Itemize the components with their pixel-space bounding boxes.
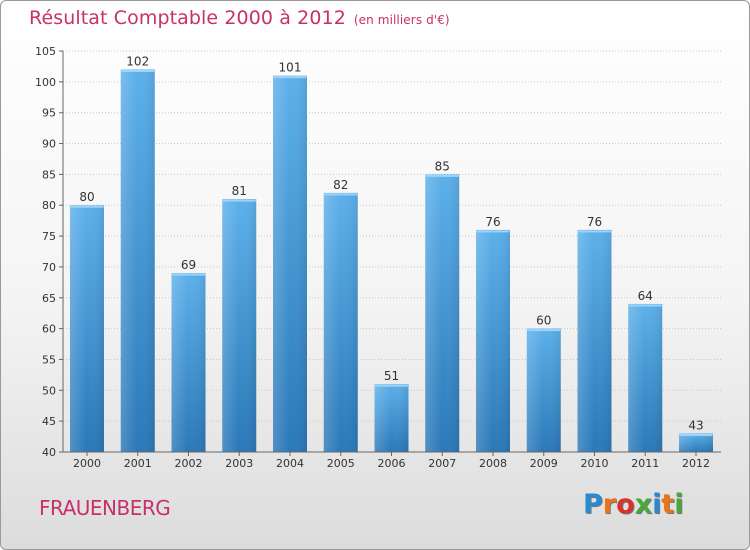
- title-text: Résultat Comptable 2000 à 2012: [29, 7, 346, 29]
- bar-sheen: [273, 75, 307, 452]
- bar-cap: [273, 76, 307, 79]
- value-label: 43: [688, 418, 703, 432]
- x-tick-label: 2009: [530, 457, 558, 470]
- bar-sheen: [374, 384, 409, 452]
- commune-name: FRAUENBERG: [39, 496, 171, 520]
- bar-cap: [578, 230, 611, 233]
- bar-cap: [375, 384, 408, 387]
- x-tick-label: 2007: [428, 457, 456, 470]
- x-tick-label: 2011: [631, 457, 659, 470]
- x-tick-label: 2002: [175, 457, 203, 470]
- value-label: 76: [587, 215, 602, 229]
- value-label: 60: [536, 314, 551, 328]
- y-tick-label: 100: [35, 76, 56, 89]
- x-tick-label: 2010: [581, 457, 609, 470]
- logo-letter: o: [616, 489, 635, 520]
- y-tick-label: 95: [42, 107, 56, 120]
- x-tick-label: 2005: [327, 457, 355, 470]
- chart-title: Résultat Comptable 2000 à 2012 (en millie…: [29, 7, 450, 29]
- y-tick-label: 40: [42, 446, 56, 459]
- bar-sheen: [628, 303, 663, 452]
- y-axis: 40 45 50 55 60 65 70 75 80 85 90 95 100 105: [35, 45, 64, 459]
- value-label: 81: [232, 184, 247, 198]
- x-tick-label: 2001: [124, 457, 152, 470]
- y-tick-label: 50: [42, 384, 56, 397]
- bar-cap: [527, 329, 561, 332]
- value-label: 51: [384, 369, 399, 383]
- bar-cap: [172, 273, 205, 276]
- logo-letter: r: [602, 489, 617, 520]
- x-tick-label: 2012: [682, 457, 710, 470]
- value-label: 80: [79, 190, 94, 204]
- bar-cap: [425, 174, 459, 177]
- proxiti-logo: Proxiti: [583, 489, 684, 520]
- bar-cap: [222, 199, 256, 202]
- bar-cap: [679, 433, 713, 436]
- logo-letter: P: [583, 489, 603, 520]
- value-label: 64: [638, 289, 653, 303]
- logo-letter: x: [634, 489, 653, 520]
- bar-sheen: [171, 273, 206, 452]
- bar-sheen: [476, 229, 510, 452]
- y-tick-label: 55: [42, 353, 56, 366]
- bar-cap: [628, 304, 662, 307]
- x-tick-label: 2006: [378, 457, 406, 470]
- bar-sheen: [577, 229, 612, 452]
- value-label: 82: [333, 178, 348, 192]
- value-label: 85: [435, 159, 450, 173]
- value-label: 76: [485, 215, 500, 229]
- y-tick-label: 60: [42, 323, 56, 336]
- bar-sheen: [120, 69, 155, 452]
- y-tick-label: 85: [42, 168, 56, 181]
- y-tick-label: 105: [35, 45, 56, 58]
- y-tick-label: 75: [42, 230, 56, 243]
- y-tick-label: 90: [42, 138, 56, 151]
- bar-sheen: [70, 205, 104, 452]
- bar-sheen: [425, 174, 460, 452]
- x-tick-label: 2004: [276, 457, 304, 470]
- value-label: 101: [279, 61, 302, 75]
- x-axis: 2000 2001 2002 2003 2004 2005 2006 2007 2008 2009…: [63, 451, 721, 470]
- logo-letter: t: [661, 489, 675, 520]
- y-tick-label: 70: [42, 261, 56, 274]
- y-tick-label: 80: [42, 199, 56, 212]
- bar-sheen: [526, 328, 561, 452]
- bar-sheen: [679, 433, 713, 452]
- value-label: 69: [181, 258, 196, 272]
- value-label: 102: [126, 55, 149, 69]
- unit-label: (en milliers d'€): [353, 13, 450, 27]
- x-tick-label: 2008: [479, 457, 507, 470]
- logo-letter: i: [674, 489, 684, 520]
- bar-cap: [324, 193, 358, 196]
- logo-letter: i: [652, 489, 662, 520]
- y-tick-label: 65: [42, 292, 56, 305]
- bar-cap: [121, 70, 155, 73]
- bars: 80 102 69 81 101 82 51 85 76 60 76 64 43: [70, 55, 713, 452]
- x-tick-label: 2000: [73, 457, 101, 470]
- bar-cap: [70, 205, 104, 208]
- bar-sheen: [323, 192, 358, 452]
- y-tick-label: 45: [42, 415, 56, 428]
- bar-cap: [476, 230, 510, 233]
- x-tick-label: 2003: [225, 457, 253, 470]
- bar-sheen: [222, 199, 257, 452]
